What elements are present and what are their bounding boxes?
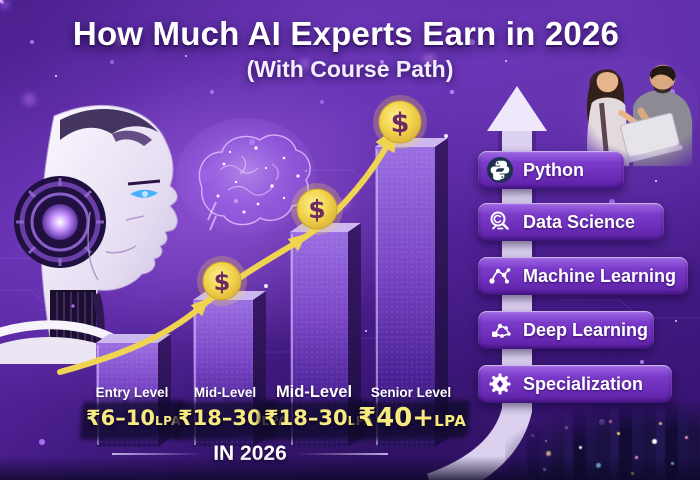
dollar-coin-1: $ [197, 256, 247, 306]
arrowhead [487, 86, 547, 131]
robot-ear-disc [14, 176, 106, 268]
course-badge-deep-learning: Deep Learning [478, 311, 654, 349]
level-label: Mid-Level [193, 385, 257, 400]
dollar-coin-3: $ [373, 95, 427, 149]
course-label: Data Science [523, 211, 636, 232]
dollar-coin-2: $ [291, 183, 343, 235]
dollar-symbol: $ [391, 108, 410, 139]
salary-value: ₹40+LPA [358, 403, 467, 433]
divider-line [296, 453, 388, 455]
dollar-symbol: $ [308, 195, 325, 224]
level-label: Mid-Level [275, 383, 353, 401]
level-column-senior: Senior Level ₹40+LPA [358, 384, 467, 434]
page-subtitle: (With Course Path) [246, 56, 454, 82]
course-badge-python: Python [478, 151, 624, 189]
salary-value: ₹6–10LPA [86, 406, 182, 430]
course-label: Deep Learning [523, 319, 649, 340]
page-title: How Much AI Experts Earn in 2026 [72, 15, 620, 52]
level-label: Entry Level [95, 385, 169, 400]
glowing-brain-graphic [176, 118, 316, 234]
course-label: Specialization [523, 373, 644, 394]
magnifier-icon [490, 211, 509, 230]
gear-icon [489, 373, 511, 395]
level-label: Senior Level [370, 385, 452, 400]
ai-robot-head [0, 104, 178, 364]
laptop [620, 112, 683, 163]
level-column-entry: Entry Level ₹6–10LPA [86, 384, 182, 434]
growth-curve [57, 139, 392, 375]
bokeh-glow-dots [0, 0, 9, 9]
course-label: Machine Learning [523, 265, 677, 286]
divider-line [112, 453, 204, 455]
city-lights [513, 412, 516, 415]
course-badge-specialization: Specialization [478, 365, 672, 403]
robot-eye [127, 179, 161, 198]
python-icon [487, 157, 513, 183]
dollar-symbol: $ [214, 268, 231, 296]
course-label: Python [523, 159, 584, 180]
neural-cluster-icon [492, 323, 511, 338]
course-badge-data-science: Data Science [478, 203, 664, 241]
course-badge-machine-learning: Machine Learning [478, 257, 688, 295]
bottom-fade [0, 456, 700, 480]
students-photo [572, 55, 700, 167]
network-nodes-icon [489, 268, 511, 284]
